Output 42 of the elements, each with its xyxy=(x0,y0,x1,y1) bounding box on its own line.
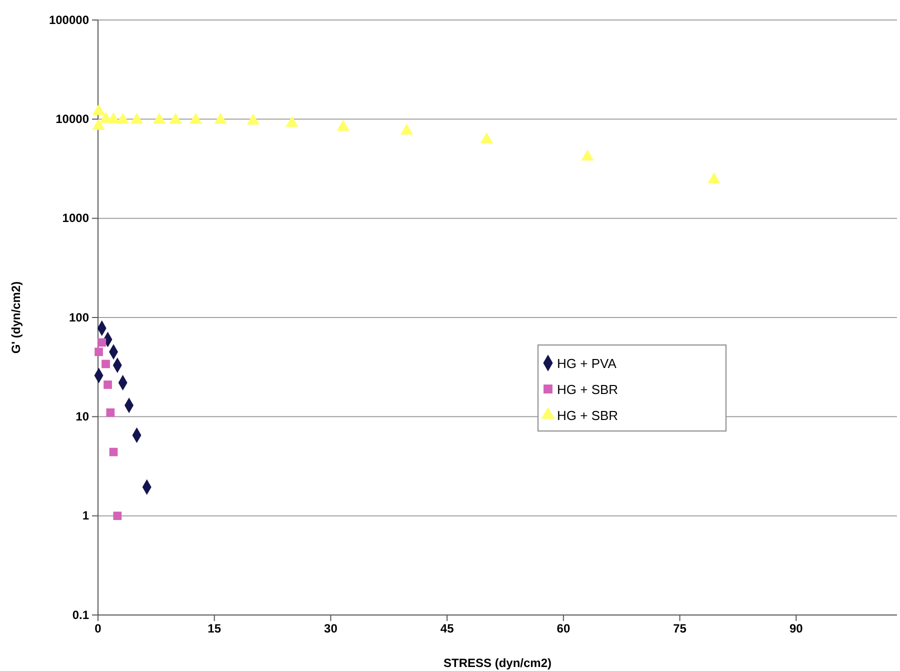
point xyxy=(246,114,260,125)
point xyxy=(169,112,182,124)
point xyxy=(102,360,110,368)
point xyxy=(581,149,594,161)
point xyxy=(92,118,105,130)
point xyxy=(480,132,493,144)
x-tick-label: 45 xyxy=(440,622,454,636)
y-tick-label: 1000 xyxy=(62,211,90,226)
point xyxy=(106,408,115,417)
x-tick-label: 0 xyxy=(94,622,102,636)
point xyxy=(94,348,103,356)
point xyxy=(189,112,202,124)
legend-label: HG + SBR xyxy=(557,408,618,423)
point xyxy=(152,112,166,124)
point xyxy=(104,380,112,389)
point xyxy=(130,112,144,124)
point xyxy=(400,124,414,135)
legend-label: HG + PVA xyxy=(557,356,617,371)
point xyxy=(286,116,298,127)
point xyxy=(107,112,120,124)
x-tick-label: 30 xyxy=(324,622,338,636)
x-tick-label: 15 xyxy=(208,622,222,636)
x-tick-label: 60 xyxy=(556,622,570,636)
y-tick-label: 10000 xyxy=(56,112,90,126)
y-tick-label: 100000 xyxy=(48,12,90,27)
y-axis-title: G' (dyn/cm2) xyxy=(9,281,23,354)
point xyxy=(92,104,106,115)
x-axis-title: STRESS (dyn/cm2) xyxy=(443,656,552,670)
point xyxy=(113,512,122,520)
x-tick-label: 75 xyxy=(673,622,687,636)
point xyxy=(336,120,350,131)
point xyxy=(116,112,130,124)
point xyxy=(98,338,106,347)
legend-label: HG + SBR xyxy=(557,382,618,397)
point xyxy=(214,112,227,124)
y-tick-label: 1 xyxy=(82,508,90,523)
y-tick-label: 10 xyxy=(76,410,90,424)
y-tick-label: 0.1 xyxy=(72,608,90,622)
y-tick-label: 100 xyxy=(68,310,90,324)
x-tick-label: 90 xyxy=(789,622,804,636)
point xyxy=(109,448,118,456)
point xyxy=(708,172,720,184)
